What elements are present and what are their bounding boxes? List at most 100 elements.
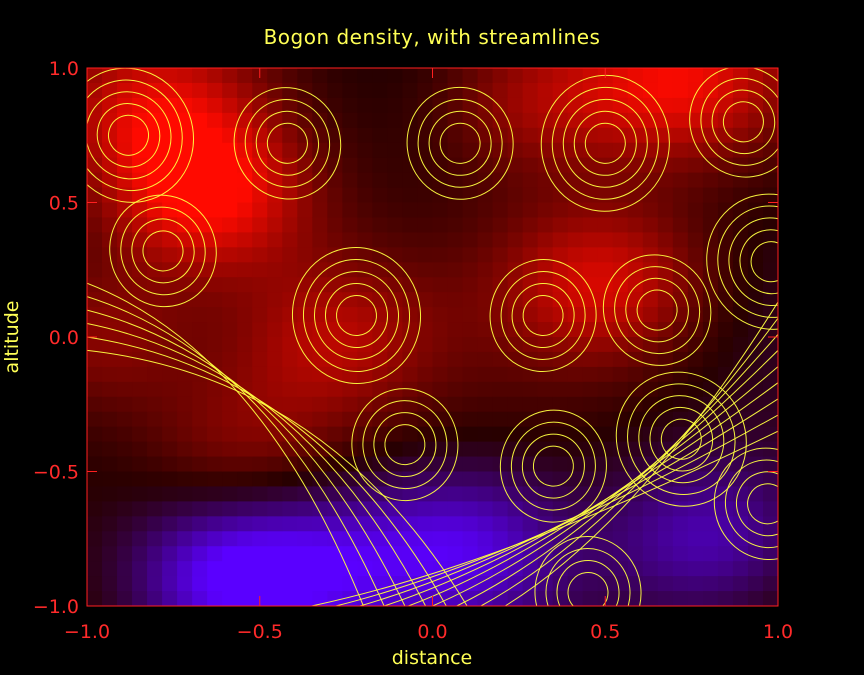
heatmap-cell [447,516,464,532]
heatmap-cell [402,217,419,233]
streamline-contour [700,77,778,166]
heatmap-cell [717,292,734,308]
heatmap-cell [192,232,208,248]
heatmap-cell [567,322,584,338]
heatmap-cell [402,501,419,517]
heatmap-cell [327,307,343,323]
heatmap-cell [747,516,764,532]
heatmap-cell [417,277,434,293]
heatmap-cell [297,187,313,204]
heatmap-cell [357,217,374,233]
streamline-contour [291,247,422,384]
heatmap-cell [717,456,734,473]
heatmap-cell [447,202,464,219]
heatmap-cell [282,426,298,443]
heatmap-cell [417,157,434,174]
heatmap-cell [462,531,479,547]
heatmap-cell [447,307,464,323]
heatmap-cell [132,546,148,562]
heatmap-cell [147,337,163,353]
heatmap-cell [102,486,118,502]
heatmap-cell [372,426,389,443]
heatmap-cell [132,366,148,383]
heatmap-cell [102,82,118,99]
heatmap-cell [222,112,238,129]
heatmap-cell [177,277,193,293]
heatmap-cell [732,501,749,517]
heatmap-cell [522,68,539,84]
heatmap-cell [597,202,614,219]
heatmap-cell [372,262,389,278]
heatmap-cell [717,531,734,547]
heatmap-cell [327,426,343,443]
heatmap-cell [252,471,268,488]
heatmap-cell [297,82,313,99]
heatmap-cell [702,277,719,293]
heatmap-cell [387,277,404,293]
heatmap-cell [117,531,133,547]
heatmap-cell [507,471,524,488]
heatmap-cell [222,82,238,99]
heatmap-cell [267,456,283,473]
heatmap-cell [432,172,449,189]
heatmap-cell [762,516,778,532]
heatmap-cell [492,142,509,159]
heatmap-cell [732,202,749,219]
heatmap-cell [192,411,208,428]
heatmap-cell [252,262,268,278]
heatmap-cell [582,262,599,278]
heatmap-cell [672,561,689,577]
heatmap-cell [192,381,208,398]
heatmap-cell [597,546,614,562]
heatmap-cell [267,157,283,174]
heatmap-cell [507,411,524,428]
heatmap-cell [672,127,689,144]
heatmap-cell [492,471,509,488]
heatmap-cell [522,456,539,473]
heatmap-cell [237,456,253,473]
heatmap-cell [132,262,148,278]
heatmap-cell [252,441,268,458]
heatmap-cell [387,531,404,547]
streamline-contour [120,206,206,296]
heatmap-cell [132,381,148,398]
heatmap-cell [717,307,734,323]
heatmap-cell [417,456,434,473]
heatmap-cell [657,82,674,99]
heatmap-cell [162,322,178,338]
heatmap-cell [597,217,614,233]
heatmap-cell [477,591,494,606]
heatmap-cell [222,232,238,248]
heatmap-cell [522,307,539,323]
heatmap-cell [117,486,133,502]
heatmap-cell [297,127,313,144]
heatmap-cell [327,366,343,383]
heatmap-cell [252,112,268,129]
heatmap-cell [372,68,389,84]
heatmap-cell [627,82,644,99]
heatmap-cell [282,202,298,219]
heatmap-cell [117,351,133,368]
heatmap-cell [387,172,404,189]
heatmap-cell [567,441,584,458]
heatmap-cell [87,127,103,144]
heatmap-cell [222,187,238,204]
heatmap-cell [657,501,674,517]
heatmap-cell [627,591,644,606]
heatmap-cell [267,486,283,502]
heatmap-cell [582,82,599,99]
heatmap-cell [462,127,479,144]
heatmap-cell [147,486,163,502]
heatmap-cell [267,307,283,323]
heatmap-cell [192,561,208,577]
heatmap-cell [672,351,689,368]
heatmap-cell [267,217,283,233]
heatmap-cell [447,351,464,368]
heatmap-cell [612,82,629,99]
heatmap-cell [252,157,268,174]
heatmap-cell [372,337,389,353]
heatmap-cell [492,322,509,338]
heatmap-cell [342,471,358,488]
heatmap-cell [207,112,223,129]
heatmap-cell [672,366,689,383]
